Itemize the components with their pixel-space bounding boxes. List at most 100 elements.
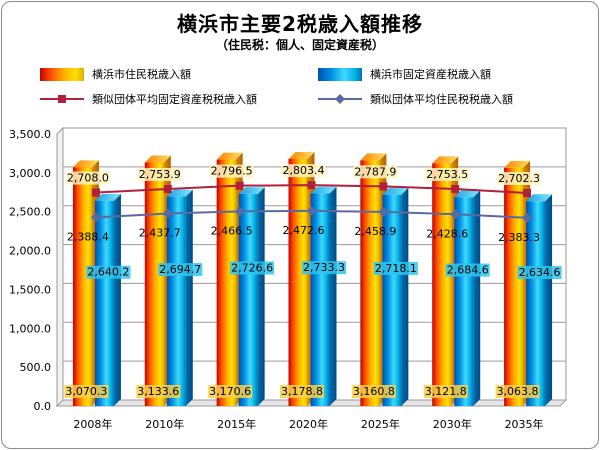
x-tick-label: 2008年 xyxy=(73,417,112,431)
data-label-resident-tax: 3,178.8 xyxy=(281,385,323,398)
data-label-similar-property-tax: 2,753.9 xyxy=(139,168,181,181)
data-label-property-tax-box xyxy=(86,265,131,279)
data-label-resident-tax-box xyxy=(351,385,396,398)
legend-line-similar-property-tax xyxy=(40,95,84,103)
data-label-resident-tax-box xyxy=(495,385,540,398)
data-label-similar-resident-tax: 2,388.4 xyxy=(67,230,109,243)
data-label-resident-tax-box xyxy=(136,385,181,398)
marker-similar-resident-tax xyxy=(450,209,461,220)
data-label-similar-property-tax: 2,803.4 xyxy=(283,164,325,177)
data-label-similar-property-tax: 2,796.5 xyxy=(211,165,253,178)
data-label-resident-tax: 3,121.8 xyxy=(425,385,467,398)
data-label-resident-tax-box xyxy=(64,385,109,398)
x-tick-label: 2015年 xyxy=(217,417,256,431)
marker-similar-resident-tax xyxy=(522,212,533,223)
y-tick-label: 1,000.0 xyxy=(9,322,51,335)
bar-property-tax xyxy=(454,190,481,406)
legend-label-property-tax: 横浜市固定資産税歳入額 xyxy=(370,68,491,81)
data-label-property-tax-box xyxy=(517,266,562,280)
marker-similar-property-tax xyxy=(451,185,460,194)
marker-similar-resident-tax xyxy=(306,205,317,216)
data-label-similar-property-tax: 2,787.9 xyxy=(354,165,396,178)
data-label-resident-tax: 3,160.8 xyxy=(353,385,395,398)
data-label-similar-property-tax-box xyxy=(209,164,254,178)
marker-similar-property-tax xyxy=(91,188,100,197)
data-label-resident-tax-box xyxy=(280,385,324,398)
marker-similar-property-tax xyxy=(379,182,388,191)
data-label-property-tax: 2,694.7 xyxy=(159,263,201,276)
data-label-resident-tax: 3,170.6 xyxy=(209,385,251,398)
marker-similar-resident-tax xyxy=(234,206,245,217)
data-label-property-tax: 2,733.3 xyxy=(303,261,345,274)
bar-property-tax xyxy=(310,186,337,406)
x-tick-label: 2010年 xyxy=(145,417,184,431)
chart-title: 横浜市主要2税歳入額推移 xyxy=(177,12,423,36)
legend-label-similar-property-tax: 類似団体平均固定資産税税歳入額 xyxy=(92,93,257,106)
y-tick-label: 2,500.0 xyxy=(9,206,51,219)
y-tick-label: 3,500.0 xyxy=(9,128,51,141)
x-tick-label: 2035年 xyxy=(505,417,544,431)
data-label-property-tax: 2,726.6 xyxy=(231,262,273,275)
data-label-property-tax-box xyxy=(373,261,418,275)
data-label-similar-resident-tax: 2,428.6 xyxy=(426,227,468,240)
data-label-property-tax-box xyxy=(230,261,275,275)
marker-similar-property-tax xyxy=(523,188,532,197)
data-label-similar-resident-tax: 2,466.5 xyxy=(211,224,253,237)
marker-similar-property-tax xyxy=(235,181,244,190)
data-label-property-tax: 2,640.2 xyxy=(87,266,129,279)
y-tick-label: 2,000.0 xyxy=(9,245,51,258)
data-label-property-tax: 2,684.6 xyxy=(447,264,489,277)
legend-similar-resident-tax: 類似団体平均住民税税歳入額 xyxy=(318,91,513,107)
x-tick-label: 2025年 xyxy=(361,417,400,431)
legend-resident-tax: 横浜市住民税歳入額 xyxy=(40,66,191,82)
data-label-similar-resident-tax: 2,437.7 xyxy=(139,227,181,240)
data-label-similar-property-tax-box xyxy=(137,167,182,181)
bar-property-tax xyxy=(94,193,121,406)
legend-label-resident-tax: 横浜市住民税歳入額 xyxy=(92,68,191,81)
data-label-property-tax-box xyxy=(445,263,490,277)
data-label-similar-resident-tax: 2,458.9 xyxy=(354,225,396,238)
marker-similar-resident-tax xyxy=(162,208,173,219)
chart-subtitle: （住民税：個人、固定資産税） xyxy=(215,38,384,52)
bar-property-tax xyxy=(166,189,193,406)
marker-similar-property-tax xyxy=(307,181,316,190)
data-label-property-tax: 2,634.6 xyxy=(519,266,561,279)
legend-property-tax: 横浜市固定資産税歳入額 xyxy=(318,66,491,82)
x-tick-label: 2020年 xyxy=(289,417,328,431)
y-tick-label: 3,000.0 xyxy=(9,167,51,180)
data-label-similar-property-tax: 2,708.0 xyxy=(67,172,109,185)
data-label-resident-tax: 3,070.3 xyxy=(65,385,107,398)
y-tick-label: 1,500.0 xyxy=(9,283,51,296)
data-label-similar-property-tax-box xyxy=(425,168,470,182)
data-label-similar-property-tax: 2,702.3 xyxy=(498,172,540,185)
marker-similar-resident-tax xyxy=(90,212,101,223)
data-label-property-tax-box xyxy=(158,263,203,277)
legend-swatch-property-tax xyxy=(318,67,362,81)
y-tick-label: 500.0 xyxy=(20,361,52,374)
data-label-similar-resident-tax: 2,472.6 xyxy=(283,224,325,237)
data-label-resident-tax: 3,063.8 xyxy=(497,385,539,398)
data-label-similar-property-tax-box xyxy=(65,171,110,185)
data-label-property-tax-box xyxy=(302,261,346,275)
y-tick-label: 0.0 xyxy=(34,400,52,413)
marker-similar-property-tax xyxy=(163,184,172,193)
plot-side-wall xyxy=(56,126,64,408)
data-label-property-tax: 2,718.1 xyxy=(375,262,417,275)
bar-property-tax xyxy=(526,194,553,406)
data-label-resident-tax-box xyxy=(423,385,468,398)
legend-similar-property-tax: 類似団体平均固定資産税税歳入額 xyxy=(40,91,257,107)
bar-property-tax xyxy=(238,187,265,406)
marker-similar-resident-tax xyxy=(378,206,389,217)
data-label-similar-property-tax-box xyxy=(497,171,542,185)
x-tick-label: 2030年 xyxy=(433,417,472,431)
data-label-similar-resident-tax: 2,383.3 xyxy=(498,231,540,244)
legend-line-similar-resident-tax xyxy=(318,94,362,104)
data-label-similar-property-tax-box xyxy=(353,165,398,179)
legend-label-similar-resident-tax: 類似団体平均住民税税歳入額 xyxy=(370,93,513,106)
data-label-similar-property-tax-box xyxy=(281,164,326,178)
data-label-resident-tax: 3,133.6 xyxy=(137,385,179,398)
bar-property-tax xyxy=(382,187,409,406)
legend-swatch-resident-tax xyxy=(40,67,84,81)
data-label-resident-tax-box xyxy=(208,385,253,398)
